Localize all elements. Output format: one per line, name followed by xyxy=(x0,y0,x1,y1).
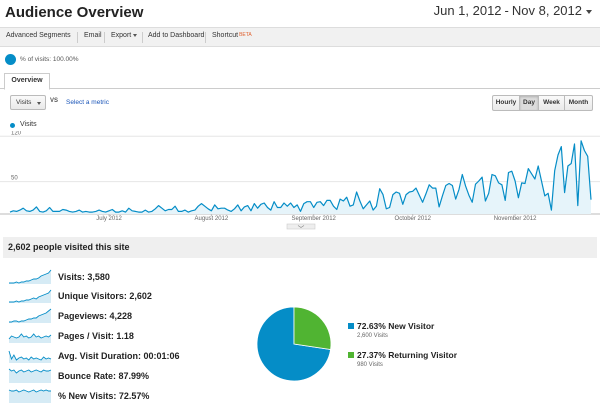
legend-label: Visits xyxy=(20,121,37,128)
pie-slice[interactable] xyxy=(293,306,332,350)
sparkline xyxy=(9,308,52,323)
metric-label: Pageviews: 4,228 xyxy=(58,311,133,321)
metric-row[interactable]: Pages / Visit: 1.18 xyxy=(0,328,260,346)
select-metric-link[interactable]: Select a metric xyxy=(66,99,109,106)
metric-label: Pages / Visit: 1.18 xyxy=(58,331,134,341)
tab-overview[interactable]: Overview xyxy=(4,73,50,90)
visits-line xyxy=(9,140,592,213)
visits-chart: 120 50 July 2012 August 2012 September 2012 O… xyxy=(0,131,600,230)
metric-label: Bounce Rate: 87.99% xyxy=(58,371,150,381)
x-tick-label: July 2012 xyxy=(96,216,122,222)
add-to-dashboard-button[interactable]: Add to Dashboard xyxy=(148,32,205,39)
metric-row[interactable]: Bounce Rate: 87.99% xyxy=(0,368,260,386)
pie-legend-count: 980 Visits xyxy=(357,362,383,368)
metric-select-value: Visits xyxy=(16,99,32,106)
pie-legend-label: 27.37% Returning Visitor xyxy=(357,350,457,360)
chevron-down-icon xyxy=(133,33,138,37)
chevron-down-icon xyxy=(37,102,41,105)
tab-bar: Overview xyxy=(0,73,600,90)
metric-label: Unique Visitors: 2,602 xyxy=(58,291,152,301)
metric-label: Visits: 3,580 xyxy=(58,272,110,282)
chevron-down-icon xyxy=(586,9,592,14)
x-tick-label: October 2012 xyxy=(395,216,432,222)
segment-pie-icon xyxy=(5,54,16,65)
shortcut-label: Shortcut xyxy=(212,32,239,39)
date-separator: - xyxy=(504,3,509,18)
x-tick-label: September 2012 xyxy=(292,216,337,222)
date-end: Nov 8, 2012 xyxy=(511,3,582,18)
legend-swatch xyxy=(348,352,354,358)
pie-legend-pct: 27.37% xyxy=(357,350,386,360)
date-start: Jun 1, 2012 xyxy=(433,3,502,18)
y-tick-label: 50 xyxy=(11,176,18,182)
toolbar-divider xyxy=(142,32,143,43)
metric-label: % New Visits: 72.57% xyxy=(58,391,150,401)
sparkline xyxy=(8,333,52,343)
metric-row[interactable]: % New Visits: 72.57% xyxy=(0,388,260,406)
metric-row[interactable]: Visits: 3,580 xyxy=(0,269,260,287)
vs-label: VS xyxy=(50,98,59,104)
granularity-toggle: Hourly Day Week Month xyxy=(492,95,593,111)
pie-legend-label: 72.63% New Visitor xyxy=(357,321,434,331)
metric-row[interactable]: Avg. Visit Duration: 00:01:06 xyxy=(0,348,260,366)
advanced-segments-button[interactable]: Advanced Segments xyxy=(6,32,71,39)
granularity-hourly-button[interactable]: Hourly xyxy=(492,95,520,111)
sparkline xyxy=(8,350,52,363)
sparkline xyxy=(9,289,52,303)
segment-label: % of visits: 100.00% xyxy=(20,56,79,63)
metric-row[interactable]: Pageviews: 4,228 xyxy=(0,308,260,326)
header: Audience Overview Jun 1, 2012- Nov 8, 201… xyxy=(0,0,600,26)
visits-area xyxy=(10,140,591,214)
email-button[interactable]: Email xyxy=(84,32,102,39)
pie-legend-pct: 72.63% xyxy=(357,321,386,331)
legend-swatch xyxy=(348,323,354,329)
shortcut-button[interactable]: ShortcutBETA xyxy=(212,32,252,39)
chart-controls: Visits VS Select a metric Hourly Day Wee… xyxy=(0,95,600,111)
toolbar-divider xyxy=(77,32,78,43)
toolbar: Advanced Segments Email Export Add to Da… xyxy=(0,27,600,47)
legend-swatch xyxy=(10,123,15,128)
pie-legend-name: Returning Visitor xyxy=(385,350,457,360)
metric-label: Avg. Visit Duration: 00:01:06 xyxy=(58,351,180,361)
x-tick-label: November 2012 xyxy=(494,216,537,222)
y-tick-label: 120 xyxy=(11,131,22,136)
pie-legend-name: New Visitor xyxy=(385,321,435,331)
granularity-week-button[interactable]: Week xyxy=(539,95,565,111)
metrics-list: Visits: 3,580 Unique Visitors: 2,602 Pagev… xyxy=(0,268,260,415)
summary-title: 2,602 people visited this site xyxy=(8,242,130,252)
metric-row[interactable]: Unique Visitors: 2,602 xyxy=(0,288,260,306)
toolbar-divider xyxy=(205,32,206,43)
x-tick-label: August 2012 xyxy=(195,216,229,222)
sparkline xyxy=(9,269,52,284)
date-range-picker[interactable]: Jun 1, 2012- Nov 8, 2012 xyxy=(434,3,592,18)
export-button[interactable]: Export xyxy=(111,32,138,39)
page-title: Audience Overview xyxy=(5,4,144,21)
beta-badge: BETA xyxy=(239,32,252,38)
sparkline xyxy=(8,389,51,403)
chart-resize-handle[interactable] xyxy=(286,223,316,230)
granularity-month-button[interactable]: Month xyxy=(565,95,593,111)
sparkline xyxy=(8,368,52,383)
metric-select[interactable]: Visits xyxy=(10,95,46,110)
visitor-type-pie xyxy=(256,306,332,382)
toolbar-divider xyxy=(104,32,105,43)
summary-bar: 2,602 people visited this site xyxy=(3,237,597,258)
export-label: Export xyxy=(111,32,132,39)
granularity-day-button[interactable]: Day xyxy=(520,95,539,111)
pie-legend-count: 2,600 Visits xyxy=(357,333,388,339)
